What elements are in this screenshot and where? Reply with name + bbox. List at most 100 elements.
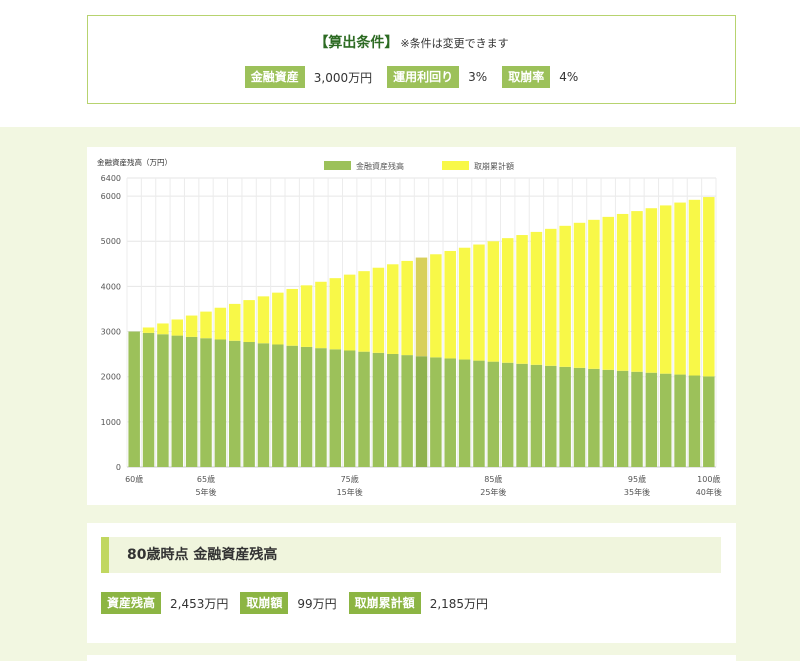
bar-cumulative xyxy=(286,288,298,346)
bar-cumulative xyxy=(473,244,485,361)
bar-balance xyxy=(444,358,456,467)
bar-balance xyxy=(573,367,586,467)
bar-balance xyxy=(415,356,428,467)
bar-balance xyxy=(128,331,140,467)
bar-cumulative xyxy=(573,222,586,368)
bar-balance xyxy=(171,335,184,467)
bar-balance xyxy=(659,373,672,467)
bar-cumulative xyxy=(530,231,543,365)
x-tick-label: 75歳 xyxy=(341,474,359,484)
bar-cumulative xyxy=(645,208,658,373)
withdraw-amount-tag: 取崩額 xyxy=(240,592,289,614)
bar-balance xyxy=(430,357,442,467)
bar-balance xyxy=(286,345,298,467)
bar-cumulative xyxy=(703,197,715,377)
bar-balance xyxy=(473,360,485,467)
bar-balance xyxy=(372,352,385,467)
bar-balance xyxy=(142,332,155,467)
y-tick-label: 4000 xyxy=(101,282,121,291)
bar-cumulative xyxy=(501,238,514,363)
bar-cumulative xyxy=(343,274,356,351)
bar-balance xyxy=(300,346,313,467)
chart-card: 金融資産残高（万円） 金融資産残高 取崩累計額 0 1000 2000 3000 4000… xyxy=(87,147,736,505)
bar-balance xyxy=(200,338,212,467)
result-header: 80歳時点 金融資産残高 xyxy=(101,537,721,573)
asset-tag[interactable]: 金融資産 xyxy=(244,66,305,88)
y-axis-ticks: 0 1000 2000 3000 4000 5000 6000 6400 xyxy=(101,174,121,472)
return-value: 3% xyxy=(468,70,488,84)
bar-balance xyxy=(458,359,471,467)
x-tick-label: 60歳 xyxy=(125,474,143,484)
return-tag[interactable]: 運用利回り xyxy=(387,66,460,88)
bar-cumulative xyxy=(487,241,500,362)
x-tick-sublabel: 5年後 xyxy=(195,487,216,497)
bar-balance xyxy=(688,375,701,467)
bar-balance xyxy=(559,366,571,467)
bar-cumulative xyxy=(631,211,643,372)
bar-balance xyxy=(329,349,342,467)
bar-balance xyxy=(616,370,629,467)
bar-balance xyxy=(315,348,327,467)
withdraw-rate-tag[interactable]: 取崩率 xyxy=(502,66,551,88)
balance-value: 2,453万円 xyxy=(170,596,229,611)
bar-cumulative xyxy=(602,216,615,370)
bar-balance xyxy=(343,350,356,467)
bar-balance xyxy=(387,353,399,467)
bar-cumulative xyxy=(659,205,672,374)
conditions-title: 【算出条件】 xyxy=(314,35,399,51)
legend-label: 金融資産残高 xyxy=(356,161,404,171)
result-card: 80歳時点 金融資産残高 資産残高 2,453万円 取崩額 99万円 取崩累計額… xyxy=(87,523,736,643)
y-axis-title: 金融資産残高（万円） xyxy=(97,157,172,167)
legend-swatch xyxy=(442,161,469,170)
bar-cumulative xyxy=(185,315,198,337)
next-card-edge xyxy=(87,655,736,661)
bar-balance xyxy=(516,363,528,467)
bar-cumulative xyxy=(214,307,227,340)
bar-cumulative xyxy=(372,267,385,353)
result-accent-bar xyxy=(101,537,109,573)
bar-cumulative xyxy=(157,323,169,335)
bar-balance xyxy=(157,334,169,467)
chart-bars xyxy=(128,197,715,467)
result-title: 80歳時点 金融資産残高 xyxy=(127,547,278,563)
y-tick-label: 1000 xyxy=(101,418,121,427)
bar-cumulative xyxy=(688,199,701,376)
conditions-note: ※条件は変更できます xyxy=(400,37,509,50)
x-tick-sublabel: 15年後 xyxy=(337,487,363,497)
y-tick-label: 2000 xyxy=(101,373,121,382)
bar-balance xyxy=(243,342,255,467)
bar-cumulative xyxy=(401,260,413,356)
bar-cumulative xyxy=(300,285,313,347)
chart-legend: 金融資産残高 取崩累計額 xyxy=(324,161,514,171)
bar-cumulative xyxy=(272,292,284,345)
bar-balance xyxy=(545,365,557,467)
bar-balance xyxy=(674,374,686,467)
withdraw-amount-value: 99万円 xyxy=(297,596,337,611)
conditions-box: 【算出条件】 ※条件は変更できます 金融資産 3,000万円 運用利回り 3% 取… xyxy=(87,15,736,104)
x-tick-label: 95歳 xyxy=(628,474,646,484)
legend-swatch xyxy=(324,161,351,170)
x-tick-label: 65歳 xyxy=(197,474,215,484)
y-tick-label: 6000 xyxy=(101,192,121,201)
bar-cumulative xyxy=(545,228,557,366)
y-tick-label: 3000 xyxy=(101,328,121,337)
x-axis-ticks: 60歳 65歳 5年後 75歳 15年後 85歳 25年後 95歳 35年後 100歳 40年後 xyxy=(125,474,722,497)
bar-balance xyxy=(228,340,241,467)
withdraw-rate-value: 4% xyxy=(559,70,579,84)
y-tick-label: 0 xyxy=(116,463,121,472)
bar-cumulative xyxy=(559,225,571,367)
bar-cumulative xyxy=(200,311,212,339)
bar-cumulative xyxy=(458,247,471,360)
bar-cumulative xyxy=(358,271,370,352)
y-tick-label: 5000 xyxy=(101,237,121,246)
bar-cumulative xyxy=(329,278,342,350)
x-tick-sublabel: 25年後 xyxy=(480,487,506,497)
bar-balance xyxy=(214,339,227,467)
bar-cumulative xyxy=(588,219,600,369)
bar-cumulative xyxy=(257,296,270,344)
bar-balance xyxy=(588,368,600,467)
bar-balance xyxy=(631,371,643,467)
bar-balance xyxy=(257,343,270,467)
bar-cumulative xyxy=(315,281,327,349)
bar-balance xyxy=(358,351,370,467)
